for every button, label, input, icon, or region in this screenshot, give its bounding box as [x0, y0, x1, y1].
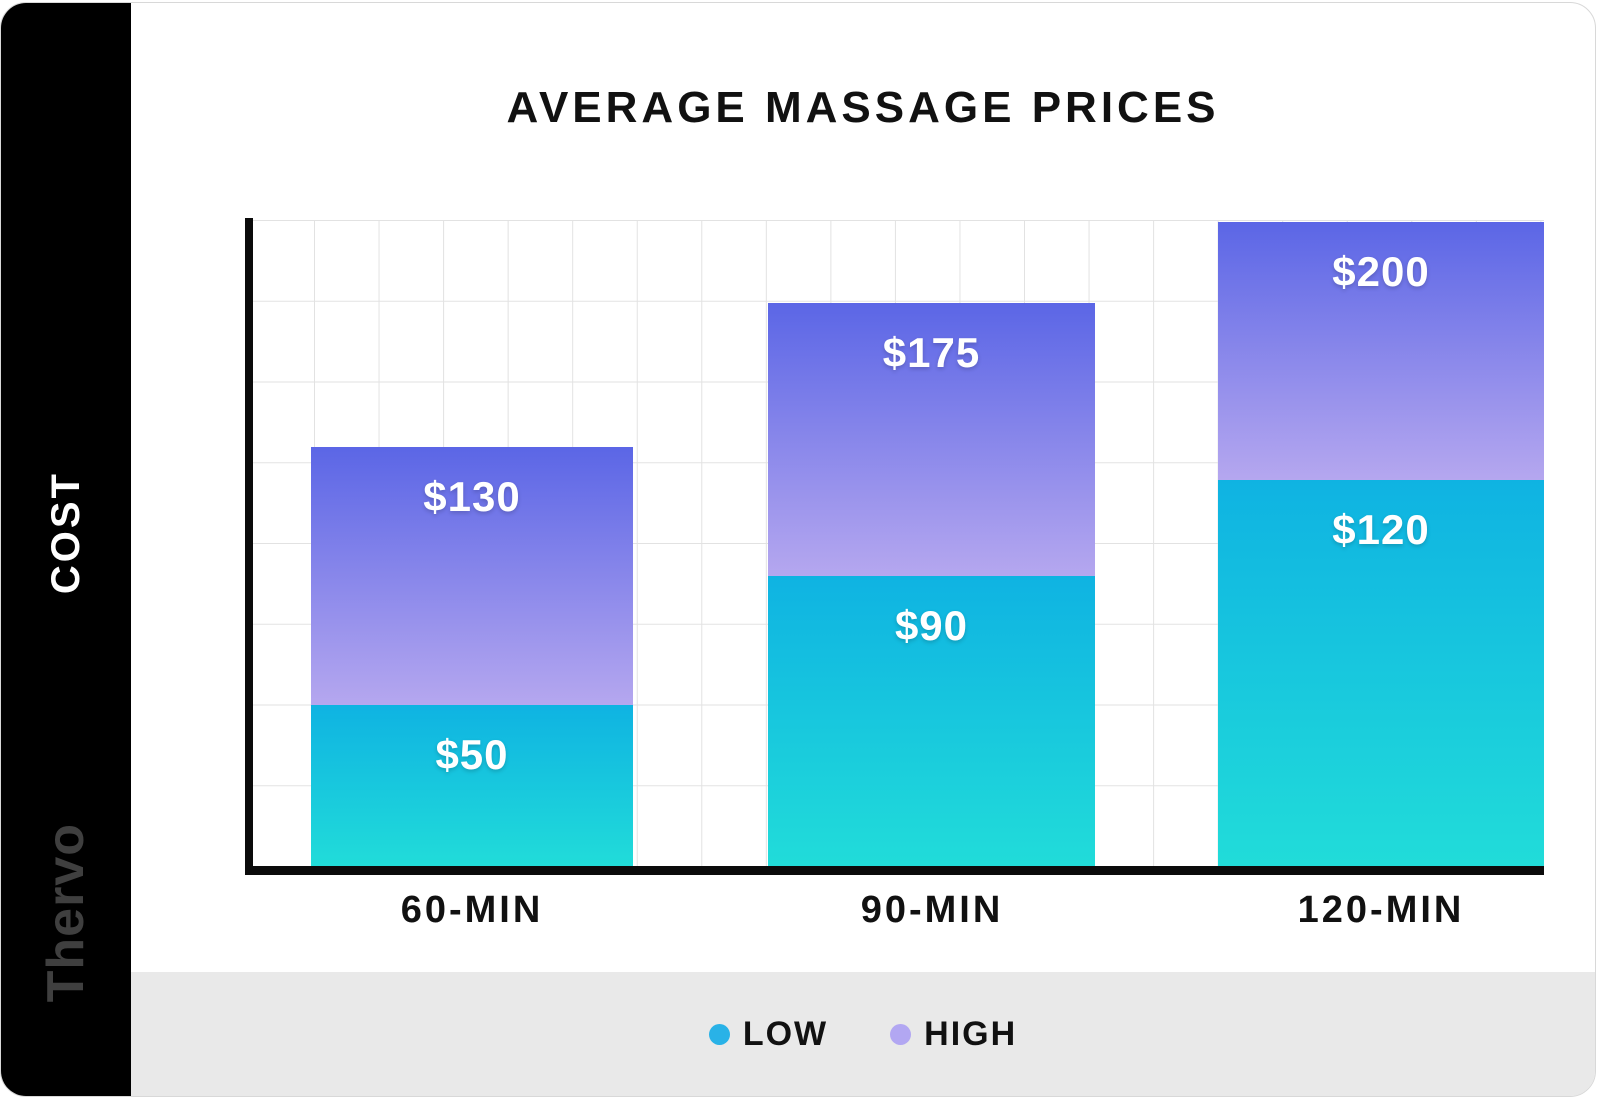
value-label-high: $200 — [1332, 248, 1430, 295]
y-axis-title: COST — [43, 471, 88, 595]
value-label-low: $50 — [435, 731, 509, 778]
bar-60min: $130 $50 — [311, 447, 633, 866]
bar-segment-high: $200 — [1218, 222, 1544, 480]
plot-area: $130 $50 $175 $90 $200 — [253, 222, 1544, 866]
x-axis-line — [245, 866, 1544, 875]
bar-segment-high: $130 — [311, 447, 633, 705]
y-axis-title-wrap: COST — [1, 423, 131, 643]
bar-segment-high: $175 — [768, 302, 1095, 577]
bar-segment-low: $120 — [1218, 479, 1544, 866]
value-label-high: $175 — [882, 328, 981, 376]
brand-logo-wrap: Thervo — [1, 793, 131, 1033]
value-label-high: $130 — [423, 473, 521, 521]
brand-logo-text: Thervo — [37, 823, 95, 1003]
x-axis-label-120min: 120-MIN — [1297, 889, 1465, 931]
legend-item-low: LOW — [708, 1014, 829, 1054]
legend-item-high: HIGH — [890, 1015, 1017, 1054]
bar-90min: $175 $90 — [768, 302, 1095, 866]
x-axis-label-60min: 60-MIN — [400, 889, 544, 931]
brand-sidebar: COST Thervo — [1, 3, 131, 1096]
y-axis-line — [245, 218, 253, 875]
legend-label-low: LOW — [742, 1014, 829, 1053]
chart-title: AVERAGE MASSAGE PRICES — [506, 83, 1220, 132]
legend-footer-band: LOW HIGH — [131, 972, 1595, 1096]
bar-segment-low: $50 — [311, 705, 633, 866]
legend-low-dot-icon — [708, 1023, 730, 1045]
bar-120min: $200 $120 — [1218, 222, 1544, 866]
legend-high-dot-icon — [890, 1023, 912, 1045]
value-label-low: $120 — [1332, 505, 1430, 553]
chart-panel: AVERAGE MASSAGE PRICES $130 $50 $175 — [131, 3, 1595, 1096]
value-label-low: $90 — [894, 602, 969, 650]
x-axis-label-90min: 90-MIN — [860, 889, 1004, 931]
legend-label-high: HIGH — [924, 1014, 1018, 1053]
bar-segment-low: $90 — [768, 576, 1095, 866]
